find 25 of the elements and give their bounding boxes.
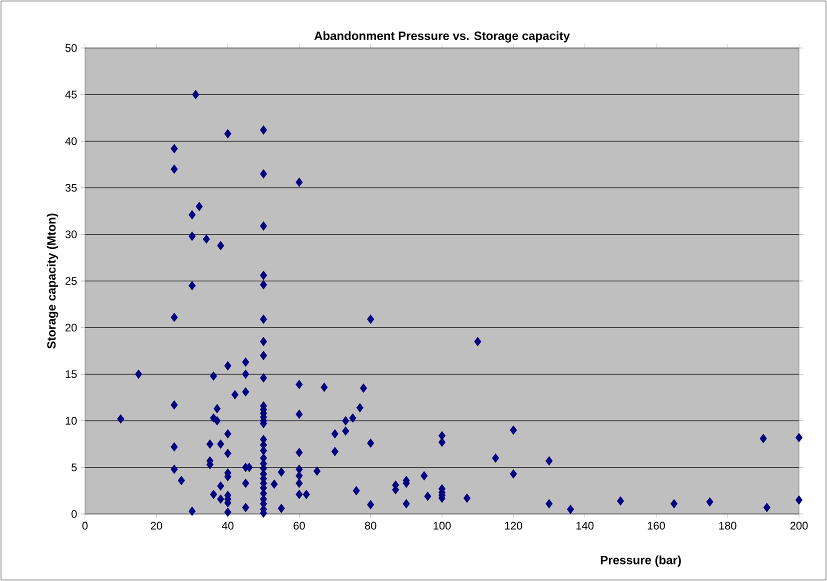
x-tick-label: 160: [648, 522, 665, 530]
x-tick-label: 140: [576, 522, 594, 530]
y-tick-label: 40: [65, 137, 77, 146]
x-tick-label: 80: [364, 522, 376, 530]
x-tick-label: 200: [790, 522, 808, 530]
x-tick-label: 60: [294, 522, 305, 530]
y-tick-label: 35: [65, 184, 77, 192]
x-tick-label: 100: [434, 522, 451, 530]
y-tick-label: 50: [65, 44, 77, 52]
x-tick-label: 120: [505, 522, 522, 530]
y-tick-label: 5: [72, 464, 77, 472]
y-tick-label: 25: [66, 277, 77, 285]
y-tick-label: 20: [66, 324, 77, 332]
y-tick-label: 0: [72, 510, 77, 518]
y-tick-label: 45: [65, 90, 77, 98]
x-tick-label: 20: [150, 522, 162, 530]
x-tick-label: 180: [719, 522, 736, 530]
y-axis-title: Storage capacity (Mton): [46, 214, 58, 349]
y-tick-label: 15: [66, 370, 77, 378]
x-tick-label: 0: [82, 522, 88, 530]
y-tick-label: 10: [66, 416, 77, 425]
x-axis-title: Pressure (bar): [600, 556, 681, 567]
y-tick-label: 30: [65, 230, 77, 238]
x-tick-label: 40: [222, 522, 234, 530]
chart-title: Abandonment Pressure vs. Storage capacity: [314, 31, 570, 42]
